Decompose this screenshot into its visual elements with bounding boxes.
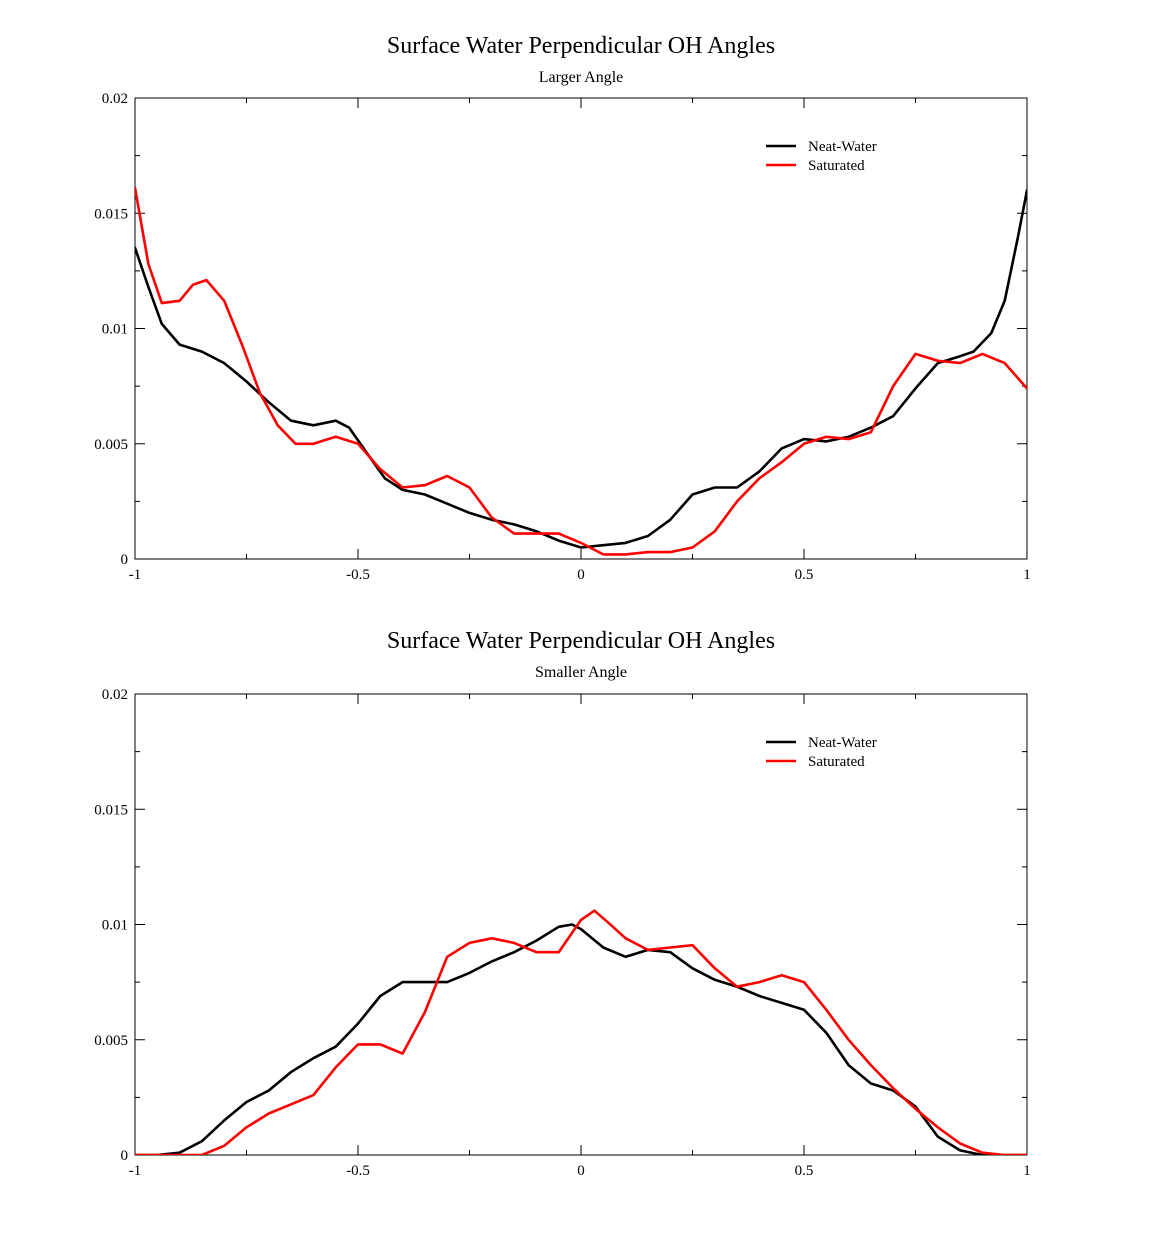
y-tick-label: 0.01 (102, 918, 128, 934)
y-tick-label: 0.015 (94, 206, 128, 222)
y-tick-label: 0 (121, 1148, 129, 1164)
chart-title: Surface Water Perpendicular OH Angles (387, 628, 775, 654)
x-tick-label: -0.5 (346, 1163, 370, 1179)
x-tick-label: 0.5 (795, 1163, 814, 1179)
x-tick-label: -1 (129, 1163, 142, 1179)
chart-larger-angle: Surface Water Perpendicular OH Angles Lar… (94, 33, 1031, 583)
y-tick-label: 0.015 (94, 802, 128, 818)
legend-label: Neat-Water (808, 139, 877, 155)
y-tick-label: 0.02 (102, 91, 128, 107)
plot-frame (134, 693, 1028, 1156)
series-line-neat-water (135, 188, 1027, 549)
series-line-saturated (135, 909, 1027, 1155)
y-tick-label: 0.005 (94, 437, 128, 453)
plot-frame (134, 97, 1028, 560)
series-line-saturated (135, 186, 1027, 556)
chart-title: Surface Water Perpendicular OH Angles (387, 33, 775, 59)
chart-subtitle: Larger Angle (539, 69, 624, 86)
legend-label: Saturated (808, 754, 865, 770)
legend-label: Neat-Water (808, 735, 877, 751)
y-tick-label: 0.01 (102, 322, 128, 338)
x-tick-label: 1 (1023, 1163, 1031, 1179)
y-tick-label: 0 (121, 552, 129, 568)
chart-smaller-angle: Surface Water Perpendicular OH Angles Sma… (94, 628, 1031, 1179)
x-tick-label: 1 (1023, 567, 1031, 583)
series-line-neat-water (135, 923, 1027, 1155)
chart-subtitle: Smaller Angle (535, 664, 627, 681)
legend-label: Saturated (808, 158, 865, 174)
x-tick-label: 0.5 (795, 567, 814, 583)
x-tick-label: -0.5 (346, 567, 370, 583)
y-tick-label: 0.005 (94, 1033, 128, 1049)
x-tick-label: 0 (577, 1163, 585, 1179)
y-tick-label: 0.02 (102, 687, 128, 703)
x-tick-label: 0 (577, 567, 585, 583)
x-tick-label: -1 (129, 567, 142, 583)
